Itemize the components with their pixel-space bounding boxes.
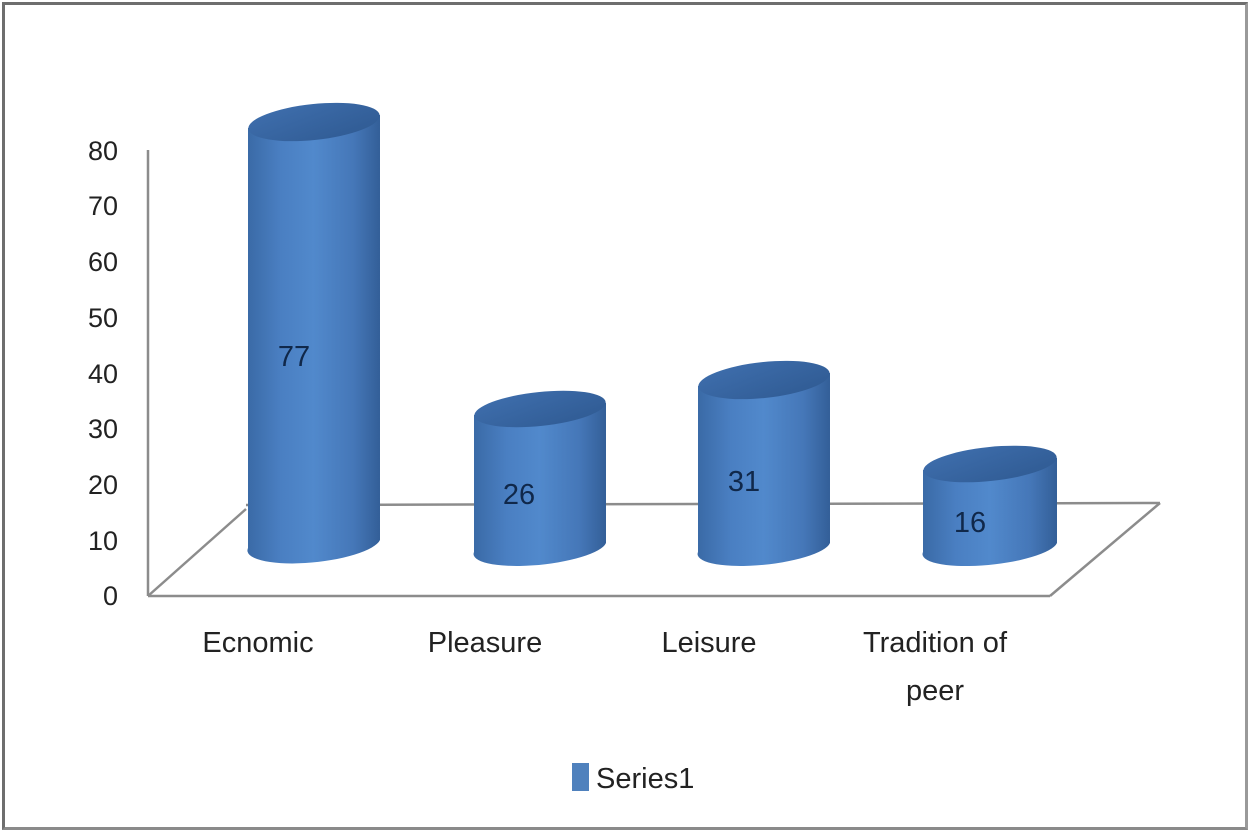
y-tick-label: 60: [88, 247, 118, 277]
bar-pleasure[interactable]: 26: [473, 385, 608, 566]
y-tick-label: 10: [88, 526, 118, 556]
category-label: peer: [906, 675, 964, 707]
data-label: 77: [278, 341, 310, 373]
data-label: 16: [954, 507, 986, 539]
y-tick-label: 30: [88, 414, 118, 444]
y-tick-label: 40: [88, 359, 118, 389]
x-axis-labels: Ecnomic Pleasure Leisure Tradition of pe…: [202, 627, 1008, 707]
legend: Series1: [572, 763, 694, 795]
floor-left-edge: [147, 508, 247, 597]
y-tick-label: 70: [88, 191, 118, 221]
y-tick-label: 80: [88, 136, 118, 166]
bar-leisure[interactable]: 31: [696, 355, 831, 566]
category-label: Tradition of: [863, 627, 1008, 659]
category-label: Pleasure: [428, 627, 542, 659]
category-label: Leisure: [661, 627, 756, 659]
data-label: 26: [503, 479, 535, 511]
y-axis-ticks: 80 70 60 50 40 30 20 10 0: [88, 136, 118, 611]
category-label: Ecnomic: [202, 627, 313, 659]
legend-swatch: [572, 763, 589, 791]
bar-tradition-of-peer[interactable]: 16: [922, 440, 1059, 567]
legend-label: Series1: [596, 763, 694, 795]
bar-ecnomic[interactable]: 77: [246, 97, 381, 564]
y-tick-label: 0: [103, 581, 118, 611]
data-label: 31: [728, 466, 760, 498]
y-tick-label: 50: [88, 303, 118, 333]
floor-right-edge: [1049, 502, 1161, 597]
y-tick-label: 20: [88, 470, 118, 500]
